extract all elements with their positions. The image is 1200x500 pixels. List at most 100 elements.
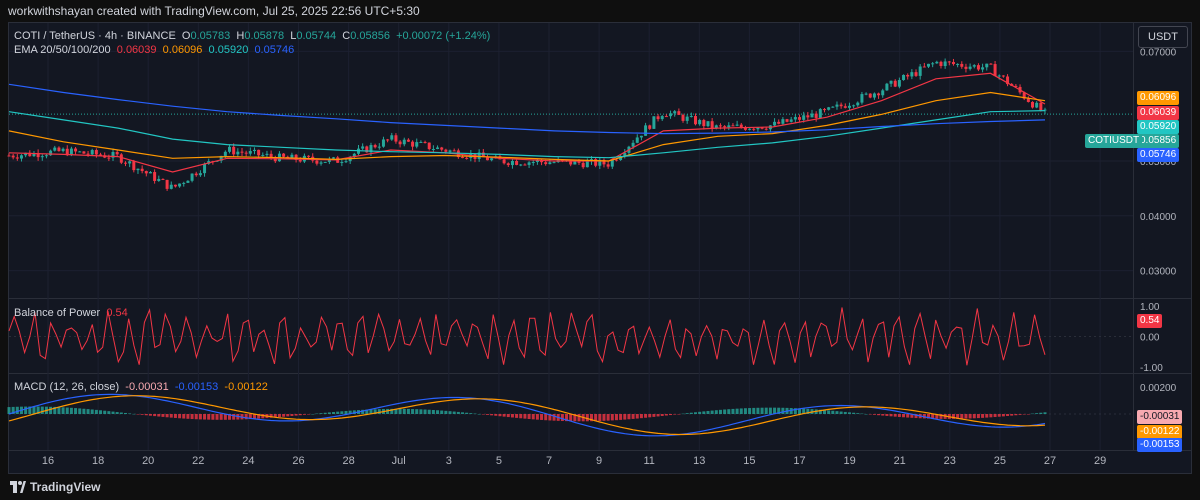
macd-histogram-bar (352, 410, 356, 414)
macd-histogram-bar (186, 414, 190, 419)
price-candle (452, 150, 456, 152)
price-candle (835, 104, 839, 107)
macd-histogram-bar (452, 411, 456, 414)
macd-histogram-bar (664, 414, 668, 416)
price-candle (261, 154, 265, 156)
price-candle (872, 93, 876, 98)
price-candle (119, 154, 123, 163)
bop-tick-label: 0.00 (1140, 333, 1160, 344)
time-tick-label: 16 (42, 455, 54, 467)
macd-histogram-bar (627, 414, 631, 420)
price-candle (702, 120, 706, 127)
macd-line-value: -0.00153 (174, 381, 219, 393)
macd-histogram-bar (481, 414, 485, 415)
price-candle (344, 161, 348, 163)
price-candle (748, 128, 752, 130)
macd-histogram-bar (198, 414, 202, 420)
price-candle (515, 160, 519, 165)
price-candle (319, 162, 323, 164)
macd-histogram-bar (694, 412, 698, 414)
macd-histogram-bar (323, 412, 327, 414)
macd-histogram-bar (702, 411, 706, 414)
macd-histogram-bar (1035, 413, 1039, 414)
change-value: +0.00072 (+1.24%) (396, 30, 491, 42)
price-candle (144, 171, 148, 174)
price-candle (465, 157, 469, 159)
bop-value: 0.54 (106, 307, 128, 319)
macd-tag: -0.00031 (1137, 410, 1183, 424)
high-value: 0.05878 (244, 30, 285, 42)
macd-histogram-bar (1022, 414, 1026, 415)
macd-histogram-bar (531, 414, 535, 420)
macd-histogram-bar (956, 414, 960, 419)
price-candle (128, 161, 132, 164)
macd-histogram-bar (835, 411, 839, 414)
price-candle (847, 105, 851, 108)
attribution-bar: workwithshayan created with TradingView.… (0, 0, 1200, 22)
price-candle (107, 157, 111, 159)
price-candle (976, 65, 980, 70)
macd-histogram-bar (976, 414, 980, 419)
macd-histogram-bar (560, 414, 564, 422)
price-candle (402, 139, 406, 145)
price-candle (136, 168, 140, 171)
time-tick-label: 15 (743, 455, 755, 467)
price-candle (140, 168, 144, 172)
price-candle (814, 113, 818, 118)
time-tick-label: 20 (142, 455, 154, 467)
bop-value-tag: 0.54 (1137, 314, 1163, 328)
macd-histogram-bar (577, 414, 581, 422)
price-candle (852, 105, 856, 107)
macd-histogram-bar (498, 414, 502, 417)
currency-button[interactable]: USDT (1138, 26, 1188, 48)
macd-histogram-bar (386, 408, 390, 414)
macd-histogram-bar (69, 407, 73, 414)
price-candle (856, 102, 860, 106)
ema100-value: 0.05920 (208, 44, 249, 56)
macd-histogram-bar (589, 414, 593, 422)
time-tick-label: 23 (944, 455, 956, 467)
macd-histogram-bar (190, 414, 194, 420)
macd-histogram-bar (311, 413, 315, 415)
macd-histogram-bar (727, 409, 731, 414)
macd-hist-value: -0.00031 (125, 381, 169, 393)
price-candle (885, 83, 889, 91)
price-candle (660, 116, 664, 120)
macd-histogram-bar (777, 407, 781, 414)
macd-histogram-bar (215, 414, 219, 420)
macd-histogram-bar (440, 410, 444, 414)
macd-histogram-bar (910, 414, 914, 418)
macd-histogram-bar (535, 414, 539, 420)
price-candle (581, 162, 585, 168)
chart-frame[interactable] (8, 22, 1192, 474)
price-candle (444, 149, 448, 152)
price-candle (74, 148, 78, 152)
macd-histogram-bar (897, 414, 901, 417)
price-candle (802, 115, 806, 120)
price-tick-label: 0.04000 (1140, 212, 1177, 223)
price-candle (818, 109, 822, 118)
price-candle (598, 159, 602, 166)
series-line-ema-200 (8, 83, 1046, 135)
macd-histogram-bar (302, 414, 306, 415)
price-candle (544, 162, 548, 165)
price-candle (939, 61, 943, 67)
macd-histogram-bar (11, 406, 15, 414)
macd-histogram-bar (169, 414, 173, 418)
macd-histogram-bar (735, 408, 739, 414)
price-candle (1031, 101, 1035, 108)
price-candle (906, 74, 910, 77)
macd-histogram-bar (669, 414, 673, 416)
macd-histogram-bar (852, 412, 856, 414)
macd-histogram-bar (261, 414, 265, 419)
macd-histogram-bar (885, 414, 889, 416)
macd-histogram-bar (24, 406, 28, 414)
price-candle (943, 61, 947, 67)
price-candle (785, 119, 789, 122)
price-candle (510, 160, 514, 166)
price-candle (61, 148, 65, 152)
time-tick-label: 3 (446, 455, 452, 467)
open-value: 0.05783 (190, 30, 231, 42)
macd-histogram-bar (119, 412, 123, 414)
